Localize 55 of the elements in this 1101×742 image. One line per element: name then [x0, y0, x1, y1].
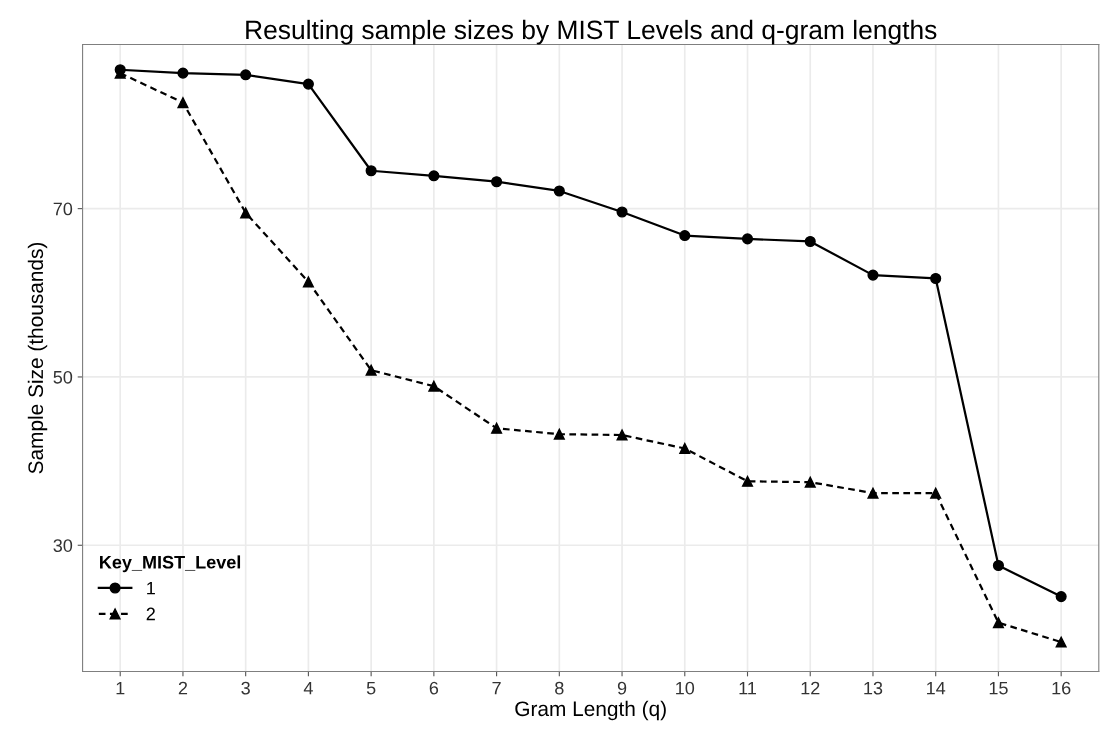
point [1055, 591, 1067, 603]
x-tick-label: 12 [801, 681, 820, 695]
x-tick-label: 3 [241, 681, 250, 695]
point [741, 233, 754, 245]
point [553, 185, 565, 197]
legend-label: 1 [147, 581, 155, 595]
point [491, 176, 503, 188]
point [741, 475, 754, 487]
y-tick-label: 30 [53, 539, 73, 552]
point [240, 207, 252, 219]
point [491, 422, 503, 434]
point [428, 380, 440, 392]
legend-label: 2 [146, 607, 155, 621]
point [365, 364, 377, 376]
point [177, 97, 189, 109]
point [1055, 636, 1067, 648]
x-tick-label: 5 [366, 681, 376, 695]
point [992, 617, 1004, 629]
x-tick-label: 8 [555, 681, 564, 695]
legend-title: Key_MIST_Level [100, 555, 241, 573]
point [365, 165, 377, 177]
x-tick-label: 15 [989, 681, 1008, 695]
x-tick-label: 4 [303, 681, 313, 695]
point [616, 206, 628, 218]
point [992, 559, 1004, 572]
x-tick-label: 9 [617, 681, 627, 695]
point [804, 235, 816, 248]
point [930, 487, 942, 499]
point [240, 69, 252, 81]
x-tick-label: 7 [492, 681, 501, 695]
x-tick-label: 14 [927, 681, 946, 695]
x-tick-label: 2 [178, 681, 188, 695]
x-axis-title: Gram Length (q) [515, 700, 666, 721]
x-tick-label: 16 [1052, 681, 1071, 695]
point [867, 487, 879, 499]
point [616, 429, 628, 441]
point [177, 67, 189, 79]
point [867, 269, 879, 281]
point [302, 78, 314, 90]
point [428, 170, 440, 182]
x-tick-label: 1 [116, 681, 125, 695]
point [804, 476, 816, 488]
y-tick-label: 70 [53, 202, 73, 216]
point [679, 230, 691, 242]
x-tick-label: 10 [676, 681, 695, 695]
point [930, 272, 942, 285]
point [302, 276, 314, 288]
x-tick-label: 6 [429, 681, 439, 695]
point [679, 442, 691, 455]
point [553, 428, 565, 440]
y-tick-label: 50 [53, 370, 73, 384]
y-axis-title: Sample Size (thousands) [27, 242, 48, 474]
x-tick-label: 13 [864, 681, 883, 695]
x-tick-label: 11 [739, 681, 757, 695]
chart-title: Resulting sample sizes by MIST Levels and q-gram lengths [246, 19, 937, 45]
